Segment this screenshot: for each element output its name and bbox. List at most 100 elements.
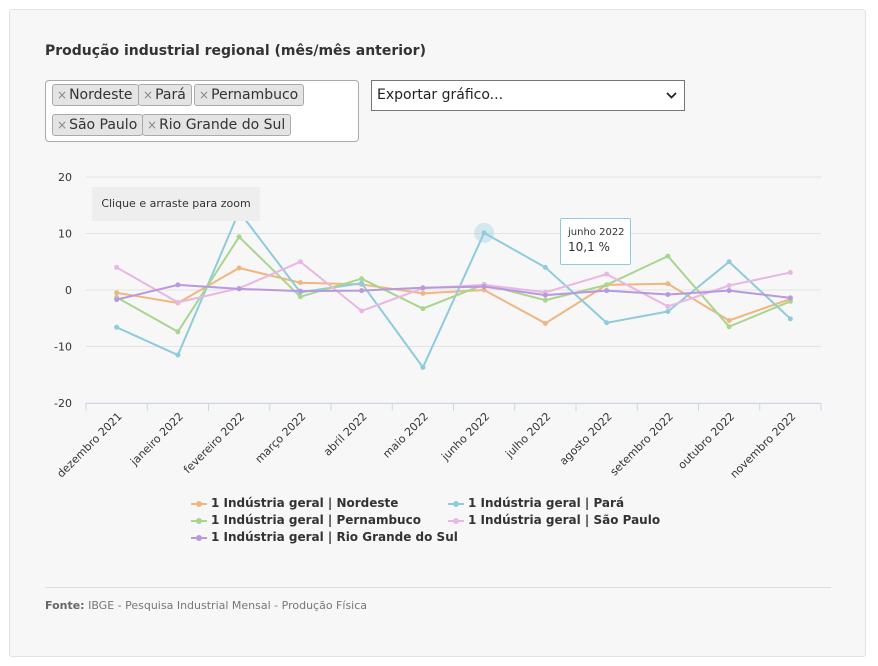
- legend-symbol-icon: [191, 535, 207, 541]
- data-point: [604, 282, 610, 288]
- data-point: [297, 280, 303, 286]
- data-point: [114, 290, 120, 296]
- data-point: [665, 281, 671, 287]
- data-point: [420, 306, 426, 312]
- data-point: [359, 288, 365, 294]
- legend-item-pernambuco[interactable]: 1 Indústria geral | Pernambuco: [191, 513, 421, 527]
- x-tick-label: fevereiro 2022: [181, 410, 247, 476]
- legend-symbol-icon: [448, 501, 464, 507]
- data-point: [236, 265, 242, 271]
- data-point: [542, 264, 548, 270]
- data-point: [114, 264, 120, 270]
- data-point: [359, 308, 365, 314]
- data-point: [175, 329, 181, 335]
- tag-rio-grande-do-sul[interactable]: × Rio Grande do Sul: [142, 114, 292, 136]
- data-point: [175, 282, 181, 288]
- chevron-down-icon: [666, 81, 677, 121]
- source-note: Fonte: IBGE - Pesquisa Industrial Mensal…: [45, 599, 367, 612]
- data-point: [726, 282, 732, 288]
- data-point: [542, 292, 548, 298]
- legend-label: 1 Indústria geral | São Paulo: [468, 513, 661, 527]
- tag-label: Pernambuco: [211, 87, 299, 103]
- legend-label: 1 Indústria geral | Pernambuco: [211, 513, 421, 527]
- x-tick-label: janeiro 2022: [127, 410, 186, 469]
- tag-sao-paulo[interactable]: × São Paulo: [52, 114, 144, 136]
- legend-item-nordeste[interactable]: 1 Indústria geral | Nordeste: [191, 496, 399, 510]
- x-tick-label: julho 2022: [502, 410, 553, 461]
- tag-label: Pará: [155, 87, 186, 103]
- x-tick-label: março 2022: [253, 410, 309, 466]
- y-tick-label: 10: [58, 228, 72, 241]
- y-tick-label: -10: [54, 341, 72, 354]
- remove-tag-icon[interactable]: ×: [147, 118, 158, 132]
- legend-item-rio-grande-do-sul[interactable]: 1 Indústria geral | Rio Grande do Sul: [191, 530, 458, 544]
- data-point: [726, 259, 732, 265]
- data-point: [787, 269, 793, 275]
- data-point: [665, 303, 671, 309]
- y-tick-label: 0: [65, 284, 72, 297]
- data-point: [604, 271, 610, 277]
- remove-tag-icon[interactable]: ×: [57, 118, 68, 132]
- remove-tag-icon[interactable]: ×: [57, 88, 68, 102]
- data-point: [726, 324, 732, 330]
- region-multiselect[interactable]: × Nordeste × Pará × Pernambuco × São Paulo ×…: [45, 80, 359, 142]
- series-line: [116, 266, 791, 325]
- tag-label: Rio Grande do Sul: [159, 117, 286, 133]
- tooltip-label: junho 2022: [568, 227, 625, 238]
- x-tick-label: maio 2022: [380, 410, 431, 461]
- tag-label: São Paulo: [69, 117, 138, 133]
- x-tick-label: junho 2022: [438, 410, 492, 464]
- data-point: [665, 253, 671, 259]
- y-tick-label: -20: [54, 397, 72, 410]
- x-tick-label: novembro 2022: [728, 410, 799, 481]
- chart-title: Produção industrial regional (mês/mês an…: [45, 43, 426, 59]
- data-point: [114, 324, 120, 330]
- data-point: [481, 230, 487, 236]
- data-point: [726, 288, 732, 294]
- source-label: Fonte:: [45, 599, 85, 612]
- chart-tooltip: junho 2022 10,1 %: [560, 218, 631, 265]
- footer-divider: [45, 587, 831, 588]
- data-point: [665, 292, 671, 298]
- x-tick-label: dezembro 2021: [54, 410, 124, 480]
- legend-symbol-icon: [191, 518, 207, 524]
- data-point: [420, 364, 426, 370]
- legend-item-sao-paulo[interactable]: 1 Indústria geral | São Paulo: [448, 513, 661, 527]
- legend-label: 1 Indústria geral | Rio Grande do Sul: [211, 530, 458, 544]
- legend-symbol-icon: [448, 518, 464, 524]
- tag-label: Nordeste: [69, 87, 133, 103]
- tag-pernambuco[interactable]: × Pernambuco: [194, 84, 305, 106]
- data-point: [297, 294, 303, 300]
- data-point: [665, 308, 671, 314]
- data-point: [726, 318, 732, 324]
- export-select-value: Exportar gráfico...: [377, 87, 504, 103]
- source-text: IBGE - Pesquisa Industrial Mensal - Prod…: [88, 599, 368, 612]
- series-line: [116, 283, 791, 301]
- legend-label: 1 Indústria geral | Nordeste: [211, 496, 399, 510]
- export-chart-select[interactable]: Exportar gráfico...: [371, 80, 685, 111]
- data-point: [542, 297, 548, 303]
- data-point: [481, 284, 487, 290]
- data-point: [420, 285, 426, 291]
- x-tick-label: abril 2022: [321, 410, 370, 459]
- tag-para[interactable]: × Pará: [138, 84, 192, 106]
- legend-label: 1 Indústria geral | Pará: [468, 496, 625, 510]
- data-point: [604, 288, 610, 294]
- x-tick-label: setembro 2022: [608, 410, 676, 478]
- data-point: [787, 295, 793, 301]
- remove-tag-icon[interactable]: ×: [199, 88, 210, 102]
- legend-item-para[interactable]: 1 Indústria geral | Pará: [448, 496, 625, 510]
- data-point: [359, 276, 365, 282]
- data-point: [297, 259, 303, 265]
- data-point: [420, 290, 426, 296]
- data-point: [236, 234, 242, 240]
- data-point: [542, 320, 548, 326]
- data-point: [236, 286, 242, 292]
- remove-tag-icon[interactable]: ×: [143, 88, 154, 102]
- data-point: [604, 320, 610, 326]
- legend-symbol-icon: [191, 501, 207, 507]
- data-point: [175, 299, 181, 305]
- series-line: [116, 209, 792, 370]
- data-point: [175, 352, 181, 358]
